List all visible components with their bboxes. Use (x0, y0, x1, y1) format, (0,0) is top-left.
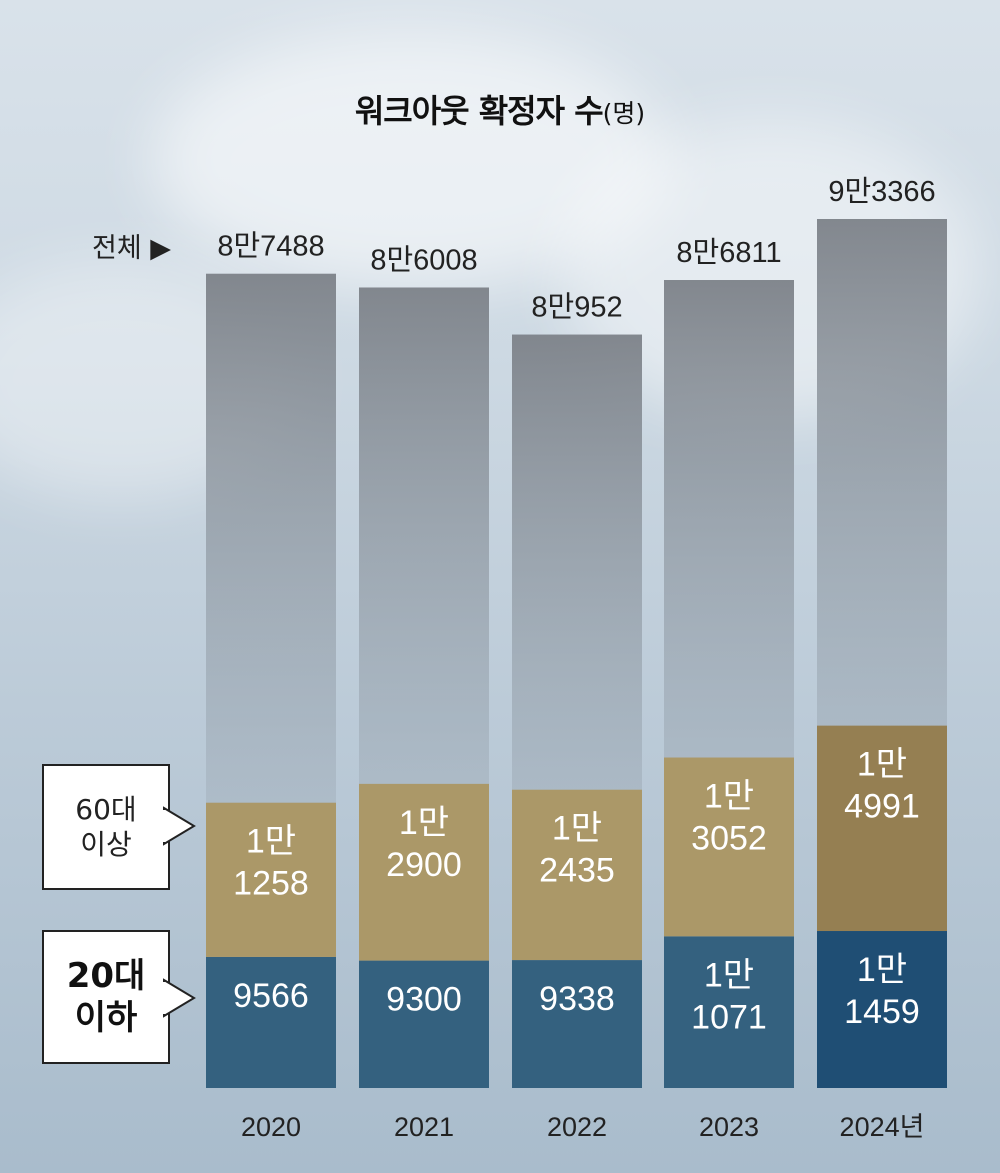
label-60s-plus-2021-1: 2900 (386, 846, 462, 884)
label-60s-plus-2024년-0: 1만 (857, 746, 907, 784)
x-tick-label-2023: 2023 (699, 1112, 759, 1142)
label-60s-plus-2022-0: 1만 (552, 810, 602, 848)
total-value-label-2021: 8만6008 (370, 244, 477, 276)
bar-20s-under-2020 (206, 956, 336, 1088)
total-value-label-2023: 8만6811 (676, 237, 781, 269)
bar-60s-plus-2024년 (817, 725, 947, 932)
label-60s-plus-2022-1: 2435 (539, 852, 615, 890)
label-20s-under-2020-0: 9566 (233, 977, 309, 1015)
label-60s-plus-2020-0: 1만 (246, 823, 296, 861)
callout-pointer-young (163, 978, 196, 1018)
label-60s-plus-2023-0: 1만 (704, 778, 754, 816)
bar-60s-plus-2020 (206, 802, 336, 957)
total-label: 전체 ▶ (92, 233, 172, 264)
label-60s-plus-2024년-1: 4991 (844, 788, 920, 826)
total-value-label-2024년: 9만3366 (828, 176, 935, 208)
chart-unit: (명) (602, 99, 646, 128)
total-value-label-2020: 8만7488 (217, 231, 324, 263)
callout-pointer-old (163, 806, 196, 846)
chart-title-block: 워크아웃 확정자 수(명) (0, 86, 1000, 132)
bar-20s-under-2022 (512, 960, 642, 1088)
bar-60s-plus-2022 (512, 789, 642, 961)
legend-old-line2: 이상 (80, 828, 132, 861)
label-60s-plus-2021-0: 1만 (399, 804, 449, 842)
chart-title: 워크아웃 확정자 수 (354, 92, 604, 130)
bar-20s-under-2021 (359, 960, 489, 1088)
legend-old-line1: 60대 (75, 793, 137, 826)
bar-20s-under-2024년 (817, 931, 947, 1088)
label-20s-under-2024년-0: 1만 (857, 951, 907, 989)
legend-callout-60s-plus: 60대 이상 (42, 764, 170, 890)
legend-young-line2: 이하 (74, 998, 138, 1038)
bar-60s-plus-2023 (664, 757, 794, 937)
x-tick-label-2020: 2020 (241, 1112, 301, 1142)
label-20s-under-2024년-1: 1459 (844, 993, 920, 1031)
bar-20s-under-2023 (664, 936, 794, 1088)
bar-60s-plus-2021 (359, 783, 489, 961)
label-20s-under-2023-0: 1만 (704, 956, 754, 994)
label-20s-under-2022-0: 9338 (539, 980, 615, 1018)
legend-pointers (162, 806, 196, 1018)
label-20s-under-2021-0: 9300 (386, 981, 462, 1019)
legend-young-line1: 20대 (66, 955, 146, 996)
x-tick-label-2022: 2022 (547, 1112, 607, 1142)
total-value-label-2022: 8만952 (531, 292, 622, 324)
x-tick-label-2021: 2021 (394, 1112, 454, 1142)
x-tick-label-2024년: 2024년 (840, 1112, 925, 1142)
label-60s-plus-2020-1: 1258 (233, 865, 309, 903)
legend-callout-20s-under: 20대 이하 (42, 930, 170, 1064)
label-20s-under-2023-1: 1071 (691, 998, 767, 1036)
label-60s-plus-2023-1: 3052 (691, 820, 767, 858)
